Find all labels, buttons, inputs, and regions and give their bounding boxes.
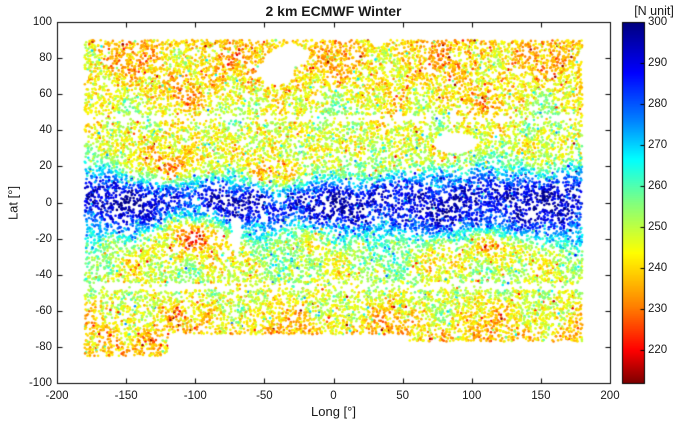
x-axis-label: Long [°] (311, 404, 356, 419)
colorbar-tick-label: 290 (648, 57, 668, 70)
x-tick-label: -200 (45, 390, 69, 402)
y-tick-label: 60 (39, 88, 52, 101)
y-tick-label: -80 (35, 340, 52, 353)
y-tick-label: -40 (35, 268, 52, 281)
y-tick-label: 100 (32, 16, 52, 28)
y-tick-label: -100 (28, 377, 52, 389)
colorbar-tick-label: 300 (648, 16, 668, 28)
y-tick-label: 40 (39, 124, 52, 137)
colorbar-tick-label: 260 (648, 180, 668, 193)
colorbar-tick-label: 230 (648, 303, 668, 316)
colorbar-tick-label: 220 (648, 344, 668, 357)
y-tick-label: -20 (35, 232, 52, 245)
x-tick-label: -150 (114, 390, 138, 402)
y-tick-label: -60 (35, 304, 52, 317)
x-tick-label: 0 (330, 390, 337, 402)
x-tick-label: 50 (396, 390, 410, 402)
y-tick-label: 20 (39, 160, 52, 173)
colorbar-tick-label: 270 (648, 139, 668, 152)
colorbar-label: [N unit] (634, 4, 674, 18)
chart-title: 2 km ECMWF Winter (265, 3, 402, 19)
x-tick-label: 200 (600, 390, 620, 402)
x-tick-label: -100 (183, 390, 207, 402)
colorbar-tick-label: 240 (648, 262, 668, 275)
x-tick-label: 150 (531, 390, 551, 402)
x-tick-label: -50 (256, 390, 273, 402)
y-tick-label: 80 (39, 52, 52, 65)
colorbar-tick-label: 250 (648, 221, 668, 234)
x-tick-label: 100 (462, 390, 482, 402)
y-tick-label: 0 (45, 196, 52, 209)
colorbar-tick-label: 280 (648, 98, 668, 111)
